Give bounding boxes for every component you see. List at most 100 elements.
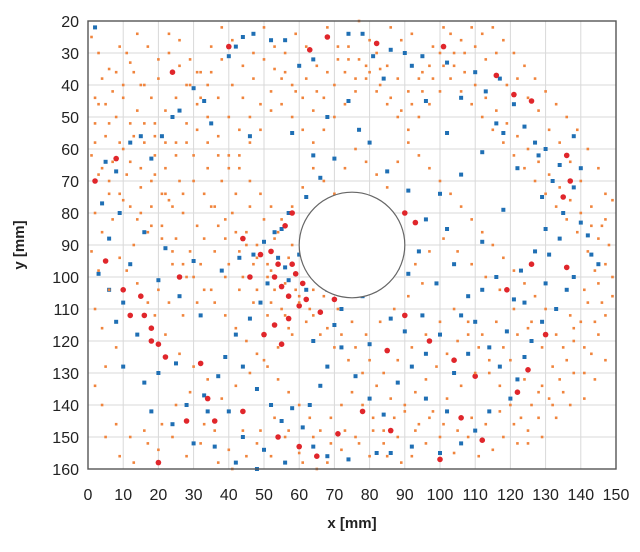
data-point-blue — [163, 246, 168, 251]
data-point-blue — [325, 115, 330, 119]
data-point-orange — [304, 77, 308, 80]
data-point-orange — [336, 307, 340, 311]
data-point-orange — [188, 58, 192, 61]
data-point-orange — [399, 38, 403, 42]
data-point-orange — [171, 250, 174, 253]
data-point-orange — [287, 390, 290, 394]
data-point-red — [257, 251, 264, 258]
data-point-blue — [557, 163, 562, 167]
data-point-orange — [280, 307, 283, 311]
data-point-orange — [171, 205, 174, 208]
data-point-blue — [540, 319, 545, 324]
data-point-orange — [231, 83, 234, 87]
data-point-orange — [428, 102, 431, 106]
data-point-orange — [477, 346, 481, 349]
data-point-red — [359, 408, 366, 415]
data-point-blue — [265, 281, 270, 286]
data-point-blue — [240, 435, 245, 439]
data-point-blue — [557, 236, 562, 241]
data-point-blue — [114, 319, 119, 324]
data-point-orange — [604, 358, 607, 362]
data-point-orange — [132, 134, 136, 138]
data-point-orange — [533, 179, 537, 183]
data-point-orange — [368, 38, 371, 42]
data-point-orange — [216, 154, 220, 157]
data-point-orange — [315, 64, 319, 68]
data-point-orange — [104, 134, 107, 138]
data-point-blue — [283, 460, 288, 465]
data-point-orange — [438, 90, 442, 93]
data-point-orange — [340, 403, 343, 407]
data-point-orange — [583, 371, 586, 375]
data-point-orange — [558, 186, 561, 189]
data-point-orange — [174, 154, 178, 157]
data-point-blue — [121, 364, 126, 369]
data-point-orange — [132, 243, 136, 247]
data-point-orange — [572, 339, 576, 343]
y-tick-label: 40 — [61, 78, 79, 95]
data-point-orange — [220, 26, 224, 29]
data-point-orange — [100, 403, 104, 407]
data-point-blue — [311, 57, 316, 62]
y-tick-label: 60 — [61, 142, 79, 159]
data-point-orange — [417, 77, 421, 80]
data-point-blue — [533, 140, 538, 145]
data-point-blue — [357, 127, 362, 132]
data-point-orange — [343, 70, 347, 74]
data-point-orange — [333, 83, 336, 87]
data-point-orange — [495, 320, 498, 324]
data-point-orange — [428, 250, 431, 253]
x-tick-label: 130 — [532, 487, 559, 504]
data-point-orange — [575, 128, 579, 132]
data-point-orange — [287, 429, 290, 432]
data-point-orange — [547, 173, 551, 176]
data-point-orange — [498, 410, 502, 413]
data-point-orange — [231, 211, 234, 215]
data-point-orange — [164, 109, 167, 112]
data-point-orange — [547, 397, 551, 400]
data-point-orange — [114, 70, 118, 74]
data-point-orange — [153, 314, 157, 317]
data-point-orange — [505, 83, 509, 87]
data-point-red — [335, 431, 341, 437]
data-point-orange — [125, 173, 129, 176]
data-point-orange — [371, 416, 375, 420]
data-point-orange — [234, 384, 238, 388]
data-point-orange — [399, 461, 403, 464]
data-point-orange — [174, 141, 178, 144]
data-point-red — [169, 69, 176, 75]
data-point-orange — [209, 45, 213, 48]
data-point-blue — [543, 227, 548, 231]
data-point-orange — [590, 205, 593, 208]
data-point-blue — [367, 140, 372, 145]
data-point-orange — [607, 243, 611, 247]
data-point-orange — [554, 416, 558, 420]
data-point-orange — [213, 250, 217, 253]
data-point-orange — [407, 128, 410, 132]
data-point-orange — [311, 435, 315, 439]
data-point-blue — [205, 409, 210, 414]
data-point-orange — [385, 454, 389, 458]
data-point-orange — [195, 224, 199, 228]
data-point-orange — [195, 128, 199, 132]
data-point-blue — [459, 313, 464, 318]
data-point-orange — [174, 96, 178, 100]
data-point-orange — [540, 435, 544, 439]
data-point-orange — [484, 58, 488, 61]
data-point-blue — [473, 428, 478, 433]
data-point-orange — [195, 301, 199, 304]
data-point-orange — [192, 154, 195, 157]
data-point-orange — [135, 282, 139, 285]
data-point-blue — [511, 297, 516, 302]
data-point-blue — [174, 361, 178, 366]
data-point-orange — [396, 435, 400, 439]
data-point-red — [514, 389, 521, 396]
data-point-orange — [266, 314, 269, 317]
data-point-orange — [287, 256, 290, 260]
data-point-orange — [568, 198, 572, 202]
y-tick-label: 100 — [52, 270, 79, 287]
data-point-orange — [121, 96, 125, 100]
data-point-orange — [294, 90, 297, 93]
data-point-orange — [333, 192, 336, 196]
data-point-orange — [326, 461, 329, 464]
